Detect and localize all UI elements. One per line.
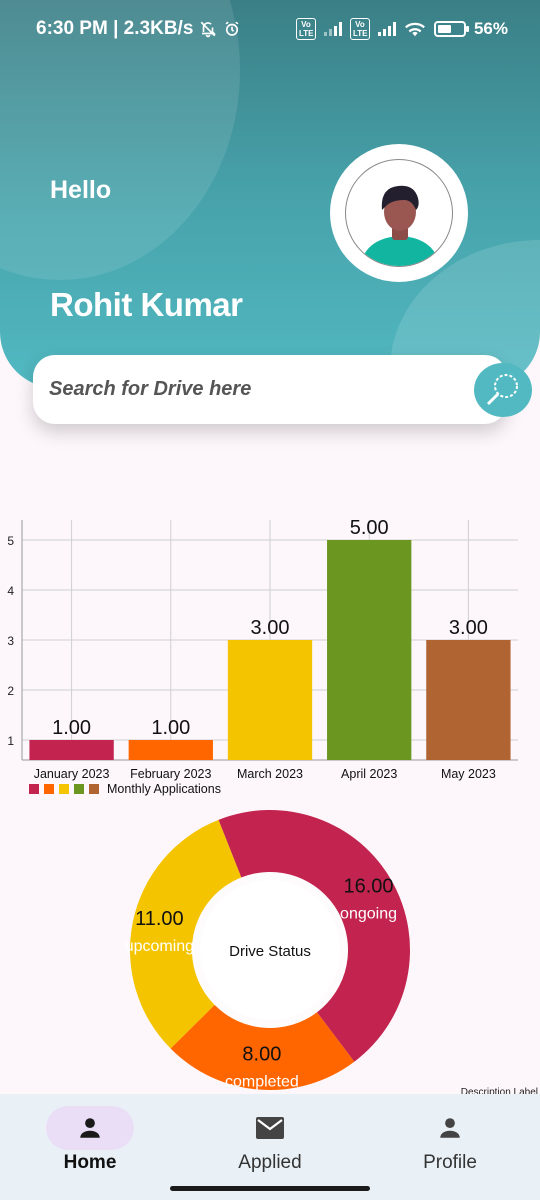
search-bar — [33, 355, 532, 424]
volte-icon: Vo LTE — [349, 18, 370, 40]
slice-name-label: upcoming — [125, 938, 194, 955]
person-icon — [80, 1118, 100, 1138]
nav-applied-pill — [226, 1106, 314, 1150]
legend-swatch — [74, 784, 84, 794]
mail-icon — [256, 1117, 284, 1139]
y-tick-label: 2 — [7, 684, 14, 698]
signal-icon — [377, 22, 396, 36]
nav-home-pill — [46, 1106, 134, 1150]
slice-name-label: ongoing — [340, 906, 397, 923]
slice-name-label: completed — [225, 1074, 299, 1091]
notifications-off-icon — [201, 21, 217, 38]
pie-slice[interactable] — [218, 810, 410, 1062]
status-time-speed: 6:30 PM | 2.3KB/s — [36, 18, 194, 39]
x-tick-label: March 2023 — [237, 767, 303, 781]
pie-slice[interactable] — [130, 819, 242, 1049]
nav-applied[interactable]: Applied — [195, 1106, 345, 1176]
bar[interactable] — [128, 740, 213, 760]
bar[interactable] — [426, 640, 511, 760]
nav-profile[interactable]: Profile — [375, 1106, 525, 1176]
slice-value-label: 16.00 — [343, 876, 393, 898]
nav-home[interactable]: Home — [15, 1106, 165, 1176]
bottom-nav: Home Applied Profile — [0, 1094, 540, 1200]
nav-home-label: Home — [63, 1152, 117, 1173]
legend-label: Monthly Applications — [107, 782, 221, 796]
avatar[interactable] — [330, 144, 468, 282]
person-icon — [440, 1118, 460, 1138]
nav-profile-pill — [406, 1106, 494, 1150]
user-name: Rohit Kumar — [50, 286, 243, 323]
signal-icon — [323, 22, 342, 36]
drive-status-chart: 16.00 ongoing 8.00 completed 11.00 upcoming Dr… — [125, 810, 410, 1091]
donut-hole — [200, 880, 340, 1020]
y-tick-label: 5 — [7, 534, 14, 548]
bar[interactable] — [29, 740, 114, 760]
x-tick-label: January 2023 — [34, 767, 110, 781]
monthly-applications-chart: 1 2 3 4 5 1.00 January 2023 1.00 February 2023 3.… — [7, 517, 518, 796]
description-label: Description Label — [460, 1087, 538, 1098]
pie-slice[interactable] — [170, 1004, 355, 1090]
legend-swatch — [29, 784, 39, 794]
nav-applied-label: Applied — [238, 1152, 302, 1173]
battery-icon — [433, 21, 469, 37]
status-bar: 6:30 PM | 2.3KB/s Vo LTE Vo LTE 56% — [0, 0, 540, 62]
header: 6:30 PM | 2.3KB/s Vo LTE Vo LTE 56% Hell… — [0, 0, 540, 388]
y-tick-label: 1 — [7, 734, 14, 748]
y-tick-label: 4 — [7, 584, 14, 598]
user-avatar-icon — [345, 159, 453, 267]
home-indicator — [170, 1186, 370, 1191]
legend-swatch — [59, 784, 69, 794]
volte-icon: Vo LTE — [295, 18, 316, 40]
status-right: Vo LTE Vo LTE 56% — [295, 18, 508, 40]
alarm-icon — [225, 21, 239, 36]
battery-percent: 56% — [473, 19, 508, 38]
greeting-text: Hello — [50, 176, 112, 204]
x-tick-label: April 2023 — [341, 767, 397, 781]
donut-center-text: Drive Status — [229, 943, 311, 960]
search-button[interactable] — [474, 363, 532, 417]
wifi-icon — [405, 22, 425, 37]
bar[interactable] — [227, 640, 313, 760]
legend-swatch — [89, 784, 99, 794]
bar-value-label: 1.00 — [151, 717, 190, 739]
search-icon — [486, 374, 518, 406]
slice-value-label: 8.00 — [242, 1044, 281, 1066]
x-tick-label: May 2023 — [441, 767, 496, 781]
bar-value-label: 5.00 — [350, 517, 389, 539]
nav-profile-label: Profile — [423, 1152, 477, 1173]
slice-value-label: 11.00 — [135, 908, 184, 930]
bar[interactable] — [327, 540, 412, 760]
bar-value-label: 1.00 — [52, 717, 91, 739]
search-input[interactable] — [49, 367, 439, 411]
legend-swatch — [44, 784, 54, 794]
y-tick-label: 3 — [7, 634, 14, 648]
bar-value-label: 3.00 — [251, 617, 290, 639]
bar-value-label: 3.00 — [449, 617, 488, 639]
status-left: 6:30 PM | 2.3KB/s — [36, 18, 241, 40]
x-tick-label: February 2023 — [130, 767, 211, 781]
